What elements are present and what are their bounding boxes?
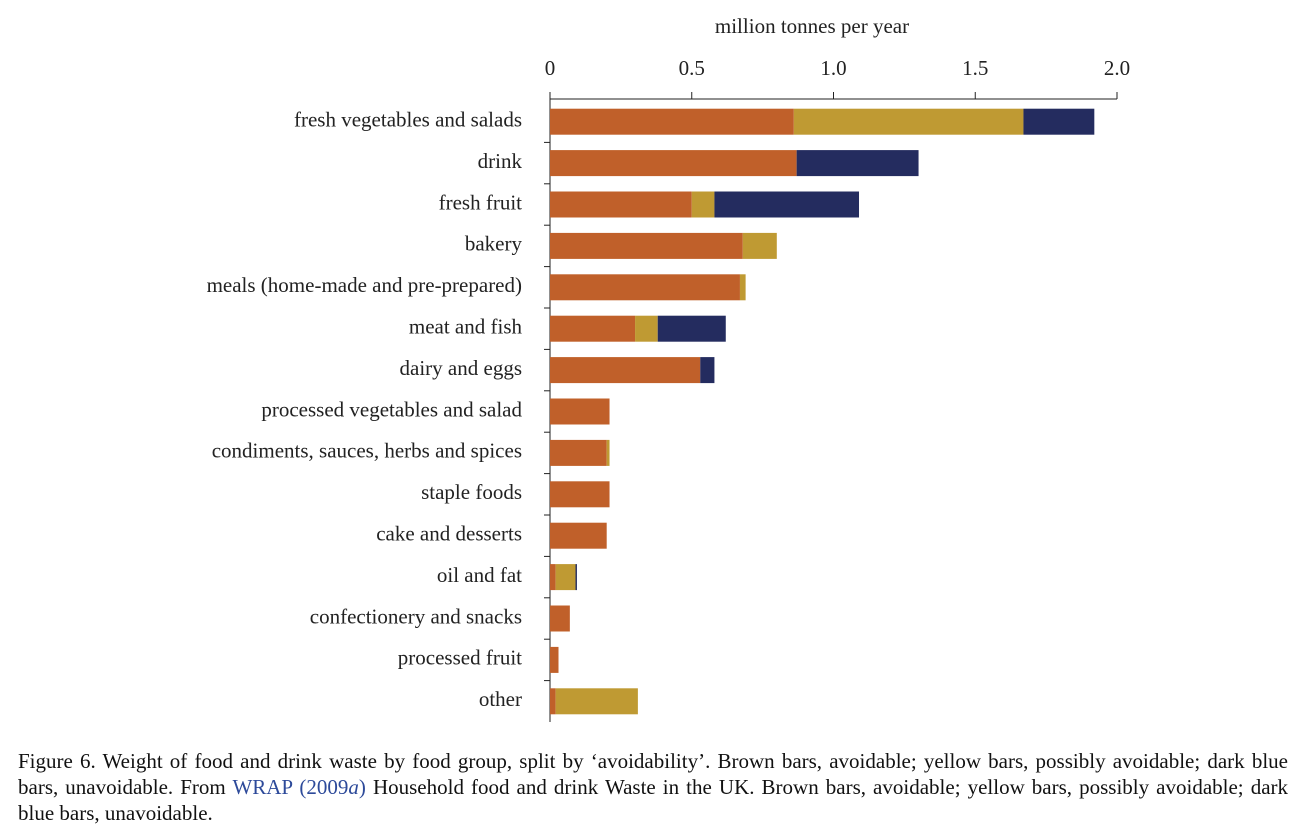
citation-link[interactable]: WRAP (2009a) xyxy=(232,775,365,799)
bar-segment xyxy=(555,688,638,715)
bar-segment xyxy=(575,564,577,591)
bar-segment xyxy=(550,357,701,384)
x-tick-label: 1.5 xyxy=(962,56,988,80)
bar-segment xyxy=(550,688,556,715)
bar-segment xyxy=(550,522,607,549)
y-tick-label: confectionery and snacks xyxy=(310,604,522,628)
bar-segment xyxy=(700,357,715,384)
bar-segment xyxy=(550,274,740,301)
y-tick-label: fresh fruit xyxy=(439,190,523,214)
bar-segment xyxy=(555,564,576,591)
bar-segment xyxy=(550,439,607,466)
x-axis-label: million tonnes per year xyxy=(715,14,909,38)
bar-segment xyxy=(635,315,658,342)
bar-segment xyxy=(550,232,743,259)
y-tick-label: cake and desserts xyxy=(376,522,522,546)
bar-segment xyxy=(739,274,746,301)
bar-segment xyxy=(742,232,777,259)
caption: Figure 6. Weight of food and drink waste… xyxy=(18,748,1288,826)
y-tick-label: processed fruit xyxy=(398,646,522,670)
bar-segment xyxy=(550,646,559,673)
chart: million tonnes per year 0 0.5 1.0 1.5 2.0 fre… xyxy=(207,14,1130,722)
y-tick-label: oil and fat xyxy=(437,563,522,587)
bar-segment xyxy=(606,439,610,466)
y-tick-label: fresh vegetables and salads xyxy=(294,108,522,132)
x-tick-label: 2.0 xyxy=(1104,56,1130,80)
caption-text: Figure 6. Weight of food and drink waste… xyxy=(18,749,1288,799)
y-tick-label: staple foods xyxy=(421,480,522,504)
bar-segment xyxy=(550,191,692,218)
bar-segment xyxy=(714,191,860,218)
link-text: WRAP (2009 xyxy=(232,775,349,799)
y-tick-label: processed vegetables and salad xyxy=(261,397,522,421)
y-tick-label: meals (home-made and pre-prepared) xyxy=(207,273,522,297)
link-italic: a xyxy=(348,775,359,799)
y-tick-label: drink xyxy=(478,149,523,173)
bar-segment xyxy=(796,150,919,177)
x-tick-label: 1.0 xyxy=(820,56,846,80)
bar-segment xyxy=(793,108,1024,135)
y-tick-label: other xyxy=(479,687,522,711)
bar-segment xyxy=(550,564,556,591)
y-tick-label: meat and fish xyxy=(409,315,523,339)
caption-text: Household food and drink Waste in the UK… xyxy=(18,775,1289,825)
x-tick-label: 0.5 xyxy=(679,56,705,80)
y-tick-label: bakery xyxy=(465,232,523,256)
link-close: ) xyxy=(358,775,366,799)
bar-segment xyxy=(550,315,636,342)
bar-segment xyxy=(691,191,715,218)
bar-segment xyxy=(550,108,794,135)
bar-segment xyxy=(550,481,610,508)
bar-segment xyxy=(1023,108,1095,135)
bar-segment xyxy=(657,315,726,342)
bar-segment xyxy=(550,150,797,177)
bar-segment xyxy=(550,398,610,425)
y-tick-label: condiments, sauces, herbs and spices xyxy=(212,439,522,463)
x-tick-label: 0 xyxy=(545,56,556,80)
bar-segment xyxy=(550,605,570,632)
y-tick-label: dairy and eggs xyxy=(400,356,522,380)
